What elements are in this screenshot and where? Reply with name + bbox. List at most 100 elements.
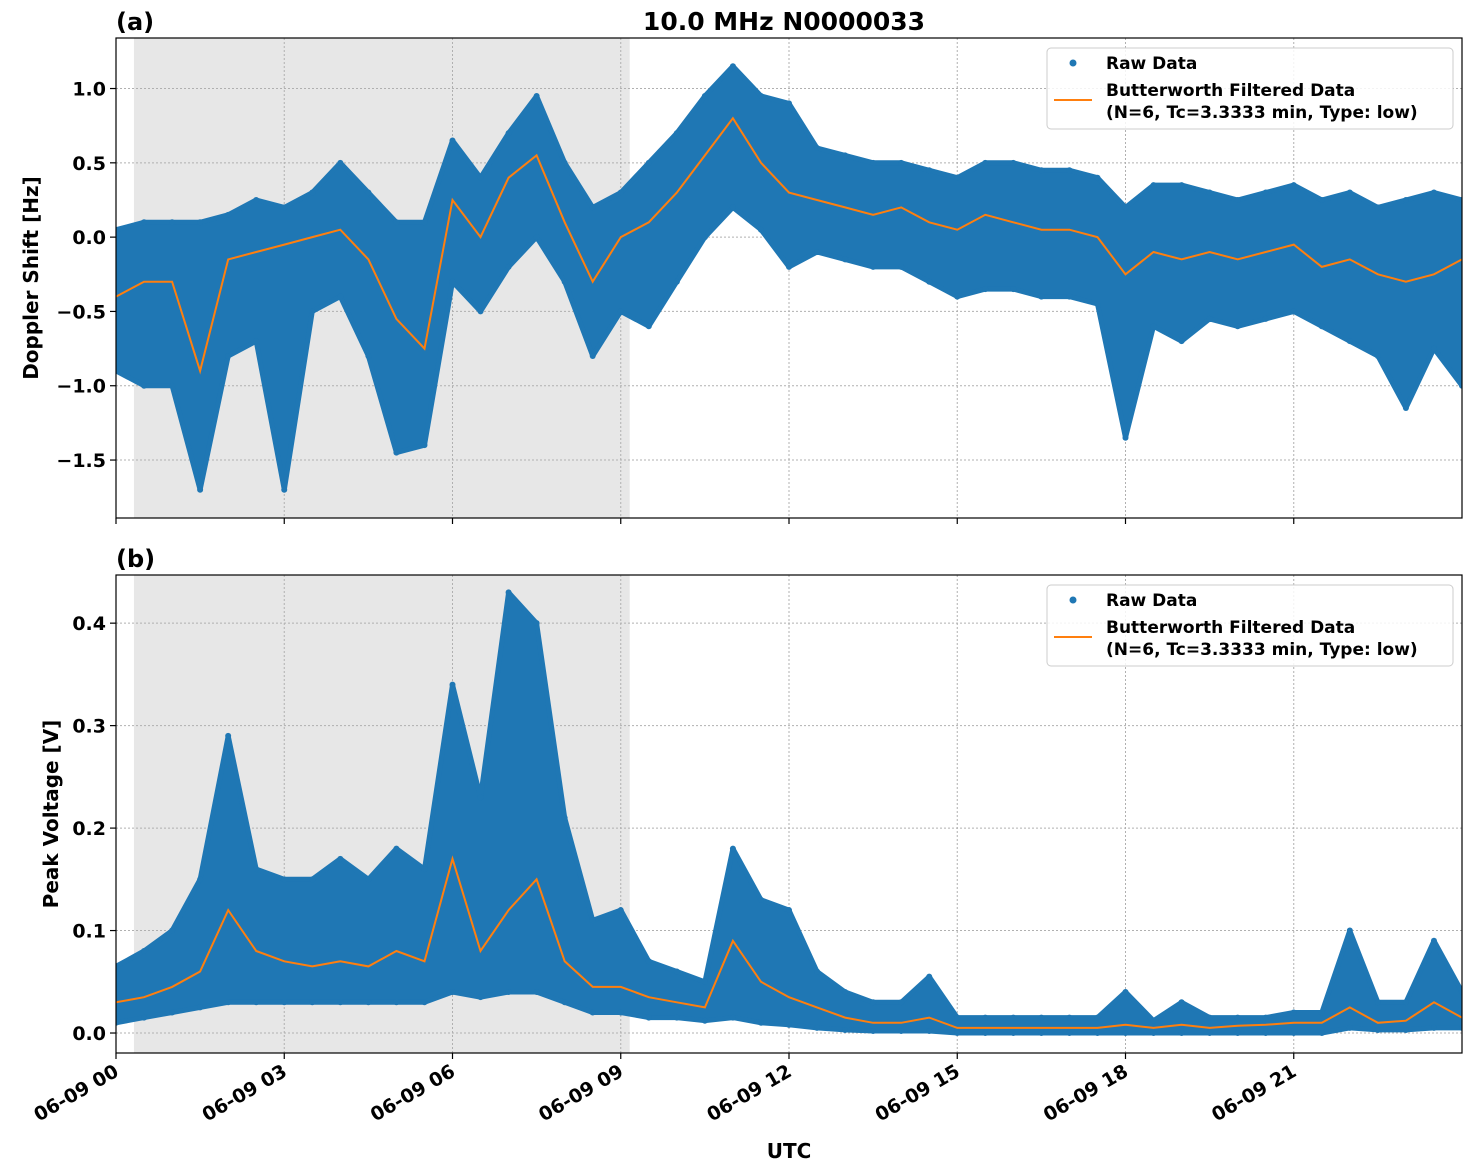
panel-a: 1.0 0.5 0.0 −0.5 −1.0 −1.5 Raw Data Butterworth…: [56, 37, 1463, 524]
raw-data-point-min: [197, 486, 204, 493]
raw-data-point-min: [1290, 308, 1297, 315]
raw-data-point-min: [842, 1026, 849, 1033]
raw-data-point-min: [757, 1019, 764, 1026]
raw-data-point-min: [1206, 1030, 1213, 1037]
raw-data-point-min: [197, 1004, 204, 1011]
raw-data-point-max: [169, 219, 176, 226]
raw-data-point-min: [1234, 323, 1241, 330]
raw-data-point-max: [982, 1014, 989, 1021]
raw-data-point-max: [197, 876, 204, 883]
raw-data-point-max: [1290, 182, 1297, 189]
raw-data-point-min: [617, 1009, 624, 1016]
raw-data-point-min: [281, 999, 288, 1006]
raw-data-point-min: [449, 989, 456, 996]
legend-box: [1046, 47, 1454, 130]
raw-data-point-max: [1430, 189, 1437, 196]
raw-data-point-min: [1178, 338, 1185, 345]
raw-data-point-max: [421, 866, 428, 873]
raw-data-point-max: [1374, 999, 1381, 1006]
raw-data-point-max: [1178, 182, 1185, 189]
raw-data-point-min: [116, 1019, 119, 1026]
raw-data-point-max: [1038, 1014, 1045, 1021]
raw-data-point-max: [1234, 196, 1241, 203]
axes-frame: [115, 574, 1463, 1054]
legend-filtered-label: Butterworth Filtered Data: [1106, 618, 1355, 638]
raw-data-point-max: [393, 845, 400, 852]
y-tick-label: −1.0: [56, 376, 106, 398]
raw-data-point-max: [1178, 999, 1185, 1006]
raw-data-point-max: [898, 999, 905, 1006]
raw-data-point-min: [505, 263, 512, 270]
raw-data-point-min: [116, 367, 119, 374]
raw-data-point-max: [309, 876, 316, 883]
raw-data-point-min: [1374, 353, 1381, 360]
legend-raw-marker: [1069, 596, 1077, 604]
raw-data-point-min: [1094, 301, 1101, 308]
raw-data-point-max: [786, 907, 792, 914]
legend-filtered-label: Butterworth Filtered Data: [1106, 81, 1355, 101]
raw-data-point-min: [814, 1024, 821, 1031]
raw-data-point-min: [1122, 434, 1129, 441]
raw-data-point-min: [1290, 1030, 1297, 1037]
y-tick-label: −1.5: [56, 450, 106, 472]
raw-data-point-max: [365, 876, 372, 883]
raw-data-point-min: [1318, 1030, 1325, 1037]
raw-data-point-max: [225, 211, 232, 218]
raw-data-point-max: [1318, 1009, 1325, 1016]
raw-data-point-min: [337, 293, 344, 300]
raw-data-point-max: [1038, 167, 1045, 174]
raw-data-point-max: [701, 92, 708, 99]
raw-data-point-min: [673, 278, 680, 285]
raw-data-point-max: [141, 219, 148, 226]
raw-data-point-min: [477, 994, 484, 1001]
raw-data-point-min: [337, 999, 344, 1006]
y-tick-label: 0.5: [72, 153, 106, 175]
raw-data-point-min: [1374, 1026, 1381, 1033]
raw-data-point-max: [1206, 189, 1213, 196]
raw-data-point-min: [926, 1027, 933, 1034]
raw-data-point-min: [1206, 315, 1213, 322]
raw-data-point-min: [393, 999, 400, 1006]
raw-data-point-min: [1459, 1024, 1462, 1031]
raw-data-point-min: [1066, 293, 1073, 300]
legend: Raw Data Butterworth Filtered Data(N=6, T…: [1046, 47, 1454, 130]
raw-data-point-max: [421, 219, 428, 226]
raw-data-point-min: [729, 204, 736, 211]
raw-data-point-min: [1010, 286, 1017, 293]
raw-data-point-min: [1346, 1024, 1353, 1031]
raw-data-point-min: [982, 1030, 989, 1037]
x-tick-label: 06-09 03: [198, 1060, 290, 1126]
raw-data-point-max: [449, 137, 456, 144]
legend-filtered-params: (N=6, Tc=3.3333 min, Type: low): [1106, 640, 1418, 660]
raw-data-point-min: [701, 234, 708, 241]
raw-data-point-min: [533, 234, 540, 241]
raw-data-point-max: [197, 219, 204, 226]
raw-data-point-min: [309, 308, 316, 315]
raw-data-point-max: [561, 159, 568, 166]
raw-data-point-max: [673, 968, 680, 975]
raw-data-point-max: [1150, 1017, 1157, 1024]
raw-data-point-min: [1150, 1030, 1157, 1037]
raw-data-point-max: [1262, 1014, 1269, 1021]
raw-data-point-max: [1262, 189, 1269, 196]
raw-data-point-max: [701, 978, 708, 985]
raw-data-point-min: [1262, 315, 1269, 322]
raw-data-point-max: [954, 1014, 961, 1021]
raw-data-band: [116, 63, 1462, 493]
raw-data-point-min: [870, 263, 877, 270]
raw-data-point-max: [1010, 1014, 1017, 1021]
raw-data-point-max: [337, 159, 344, 166]
raw-data-point-max: [116, 963, 119, 970]
raw-data-point-min: [141, 1014, 148, 1021]
legend-raw-label: Raw Data: [1106, 591, 1197, 611]
raw-data-point-max: [870, 159, 877, 166]
raw-data-point-min: [1402, 405, 1409, 412]
y-tick-label: 1.0: [72, 79, 106, 101]
raw-data-point-max: [1402, 999, 1409, 1006]
legend-raw-marker: [1069, 59, 1077, 67]
raw-data-point-max: [365, 189, 372, 196]
filtered-data-line: [116, 116, 1462, 375]
raw-data-point-max: [1290, 1009, 1297, 1016]
raw-data-point-min: [645, 1014, 652, 1021]
raw-data-point-max: [842, 989, 849, 996]
